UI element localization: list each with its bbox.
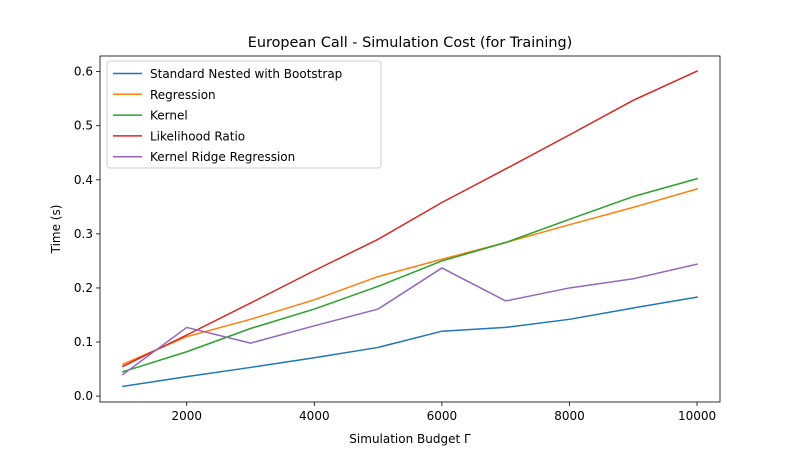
y-tick-label: 0.3 bbox=[74, 227, 93, 241]
x-tick-label: 4000 bbox=[299, 409, 330, 423]
y-tick-label: 0.1 bbox=[74, 335, 93, 349]
x-tick-label: 8000 bbox=[554, 409, 585, 423]
x-tick-label: 2000 bbox=[171, 409, 202, 423]
legend-label: Kernel bbox=[150, 109, 188, 123]
x-tick-label: 6000 bbox=[427, 409, 458, 423]
legend-label: Kernel Ridge Regression bbox=[150, 150, 295, 164]
y-axis-label: Time (s) bbox=[49, 205, 63, 255]
series-line-5 bbox=[121, 263, 698, 376]
series-line-1 bbox=[122, 296, 698, 388]
x-axis-label: Simulation Budget Γ bbox=[349, 432, 471, 446]
y-tick-label: 0.5 bbox=[74, 119, 93, 133]
legend: Standard Nested with Bootstrap Regression… bbox=[106, 60, 382, 169]
plot-frame bbox=[99, 55, 721, 403]
y-tick-label: 0.4 bbox=[74, 173, 93, 187]
legend-label: Regression bbox=[150, 88, 216, 102]
legend-box bbox=[106, 60, 382, 169]
x-tick-label: 10000 bbox=[678, 409, 716, 423]
series-lines bbox=[121, 70, 699, 388]
series-line-4 bbox=[121, 70, 699, 368]
y-tick-label: 0.2 bbox=[74, 281, 93, 295]
y-tick-label: 0.6 bbox=[74, 65, 93, 79]
series-line-2 bbox=[121, 188, 698, 366]
y-tick-label: 0.0 bbox=[74, 389, 93, 403]
x-axis-ticks: 2000 4000 6000 8000 10000 bbox=[171, 402, 716, 423]
series-line-3 bbox=[122, 177, 698, 373]
y-axis-ticks: 0.0 0.1 0.2 0.3 0.4 0.5 0.6 bbox=[74, 65, 100, 403]
legend-label: Standard Nested with Bootstrap bbox=[150, 67, 342, 81]
legend-label: Likelihood Ratio bbox=[150, 129, 245, 143]
chart-title: European Call - Simulation Cost (for Tra… bbox=[248, 35, 573, 51]
